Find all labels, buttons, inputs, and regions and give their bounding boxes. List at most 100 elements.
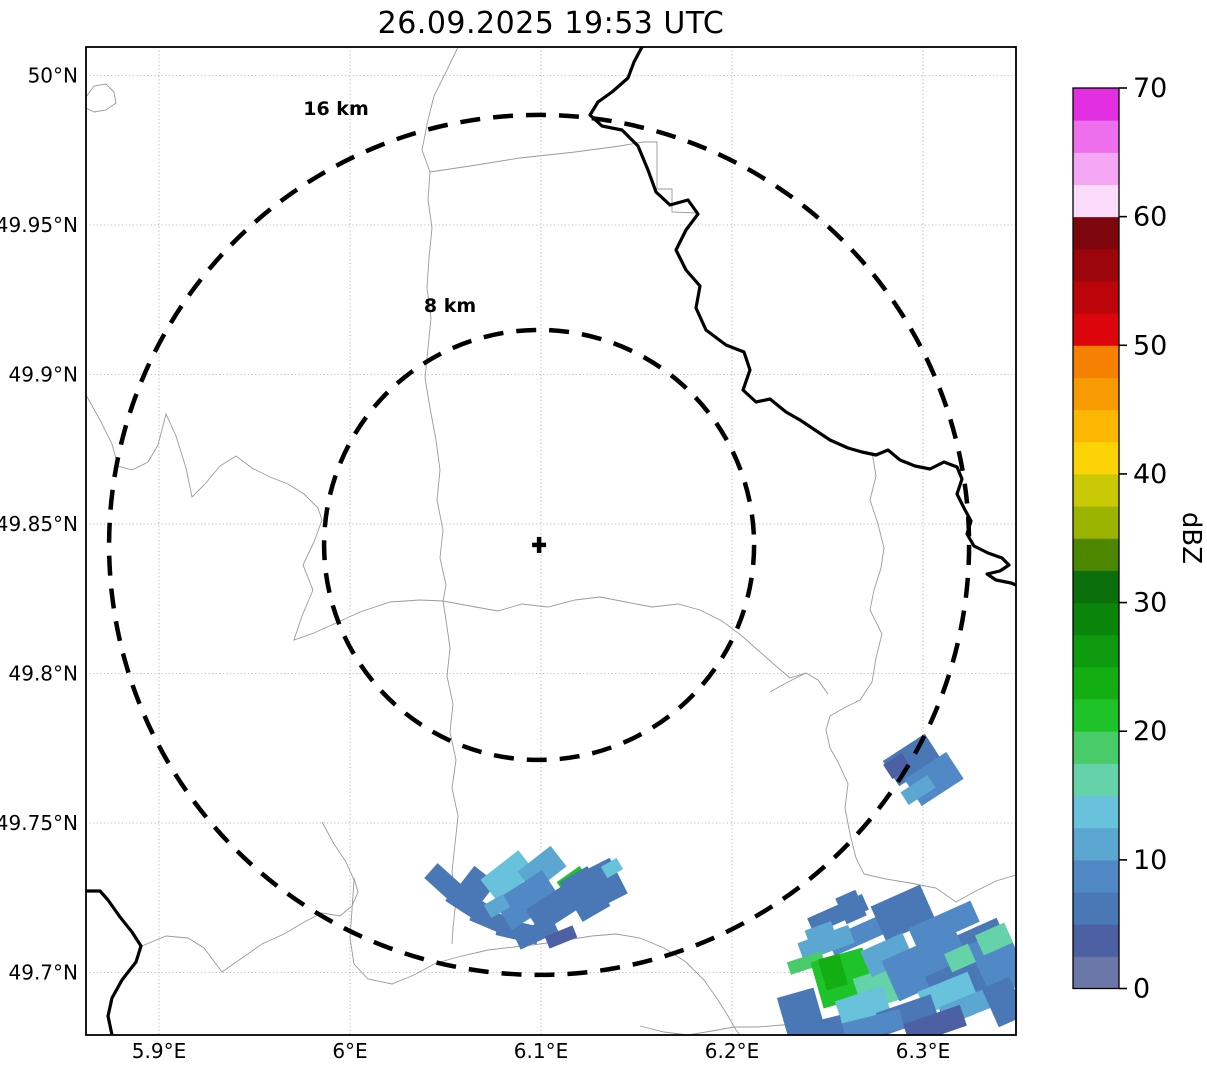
- colorbar-band: [1073, 313, 1119, 346]
- echo-cell: [903, 1004, 967, 1035]
- colorbar-band: [1073, 827, 1119, 861]
- colorbar-band: [1073, 666, 1119, 700]
- echo-cell: [870, 884, 936, 942]
- colorbar-band: [1073, 473, 1119, 507]
- admin-boundary-line: [86, 394, 829, 695]
- colorbar-band: [1073, 248, 1119, 282]
- colorbar-tick-label: 40: [1133, 459, 1167, 490]
- colorbar-band: [1073, 345, 1119, 378]
- echo-cell: [881, 928, 973, 1002]
- colorbar-band: [1073, 184, 1119, 218]
- colorbar-band: [1073, 377, 1119, 411]
- colorbar-band: [1073, 152, 1119, 185]
- admin-boundary-line: [429, 141, 697, 214]
- echo-cell: [559, 866, 611, 922]
- colorbar-axis-label: dBZ: [1176, 512, 1206, 564]
- admin-boundary-line: [321, 821, 741, 1035]
- range-ring-label-16km: 16 km: [303, 98, 369, 120]
- admin-boundary-line: [421, 47, 459, 945]
- echo-cell: [480, 850, 536, 902]
- y-tick-label: 49.95°N: [0, 213, 78, 237]
- y-tick-label: 49.85°N: [0, 512, 78, 536]
- colorbar-band: [1073, 120, 1119, 153]
- echo-cell: [544, 925, 578, 949]
- colorbar-band: [1073, 859, 1119, 893]
- colorbar-band: [1073, 795, 1119, 829]
- radar-center-marker: [532, 536, 547, 553]
- echo-cell: [513, 916, 559, 950]
- echo-cell: [483, 894, 511, 918]
- colorbar-band: [1073, 280, 1119, 314]
- echo-cell: [818, 953, 848, 991]
- echo-cell: [797, 924, 855, 962]
- x-tick-label: 6.1°E: [514, 1039, 568, 1063]
- echo-cell: [833, 1009, 905, 1035]
- range-ring-8km: [321, 327, 757, 763]
- y-tick-label: 49.7°N: [9, 961, 79, 985]
- x-tick-label: 6.3°E: [896, 1039, 950, 1063]
- radar-echo-layer: [424, 733, 1016, 1035]
- echo-cell: [789, 1015, 845, 1035]
- plot-frame: [85, 46, 1017, 1036]
- colorbar-band: [1073, 924, 1119, 957]
- colorbar: 0 10 20 30 40 50 60 70: [1072, 73, 1167, 1005]
- x-tick-label: 5.9°E: [132, 1039, 186, 1063]
- colorbar-band: [1073, 570, 1119, 604]
- colorbar-band: [1073, 409, 1119, 443]
- y-tick-label: 49.8°N: [9, 662, 79, 686]
- colorbar-tick-label: 60: [1133, 202, 1167, 233]
- echo-cell: [944, 943, 976, 973]
- colorbar-tick-label: 50: [1133, 330, 1167, 361]
- echo-cell: [600, 857, 624, 879]
- admin-boundaries-layer: [86, 47, 1016, 1035]
- colorbar-band: [1073, 731, 1119, 764]
- colorbar-tick-label: 70: [1133, 73, 1167, 104]
- echo-cell: [459, 865, 497, 903]
- range-rings-layer: [106, 112, 972, 978]
- admin-boundary-line: [86, 83, 117, 113]
- echo-cell: [900, 774, 936, 806]
- echo-cell: [883, 752, 911, 780]
- colorbar-outline: [1072, 87, 1120, 990]
- colorbar-band: [1073, 538, 1119, 571]
- colorbar-band: [1073, 506, 1119, 539]
- echo-cell: [804, 921, 836, 943]
- colorbar-band: [1073, 441, 1119, 475]
- colorbar-tick-label: 10: [1133, 845, 1167, 876]
- y-tick-label: 49.9°N: [9, 363, 79, 387]
- echo-cell: [786, 951, 826, 975]
- colorbar-tick-label: 0: [1133, 974, 1150, 1005]
- y-tick-label: 49.75°N: [0, 811, 78, 835]
- colorbar-band: [1073, 892, 1119, 925]
- country-border-line: [588, 47, 1016, 587]
- colorbar-band: [1073, 956, 1119, 989]
- colorbar-band: [1073, 699, 1119, 732]
- echo-cell: [588, 857, 628, 905]
- range-ring-label-8km: 8 km: [424, 295, 476, 317]
- colorbar-band: [1073, 602, 1119, 636]
- echo-cell: [493, 869, 561, 931]
- echo-cell: [974, 922, 1014, 956]
- colorbar-band: [1073, 88, 1119, 121]
- colorbar-band: [1073, 216, 1119, 250]
- colorbar-tick-label: 20: [1133, 716, 1167, 747]
- echo-cell: [835, 889, 867, 925]
- y-tick-label: 50°N: [28, 64, 78, 88]
- admin-boundary-line: [639, 1022, 807, 1035]
- x-tick-label: 6°E: [332, 1039, 367, 1063]
- admin-boundary-line: [825, 451, 1016, 903]
- echo-cell: [908, 900, 980, 950]
- admin-boundary-line: [769, 672, 807, 693]
- range-ring-16km: [106, 112, 972, 978]
- colorbar-tick-label: 30: [1133, 588, 1167, 619]
- y-axis-tick-labels: 50°N 49.95°N 49.9°N 49.85°N 49.8°N 49.75°N 49.…: [0, 64, 78, 985]
- admin-boundary-line: [141, 877, 359, 973]
- x-axis-tick-labels: 5.9°E 6°E 6.1°E 6.2°E 6.3°E: [132, 1039, 950, 1063]
- country-border-layer: [86, 47, 1016, 1035]
- echo-cell: [834, 985, 892, 1029]
- figure-title: 26.09.2025 19:53 UTC: [377, 6, 725, 41]
- country-border-line: [86, 889, 143, 1035]
- colorbar-band: [1073, 763, 1119, 797]
